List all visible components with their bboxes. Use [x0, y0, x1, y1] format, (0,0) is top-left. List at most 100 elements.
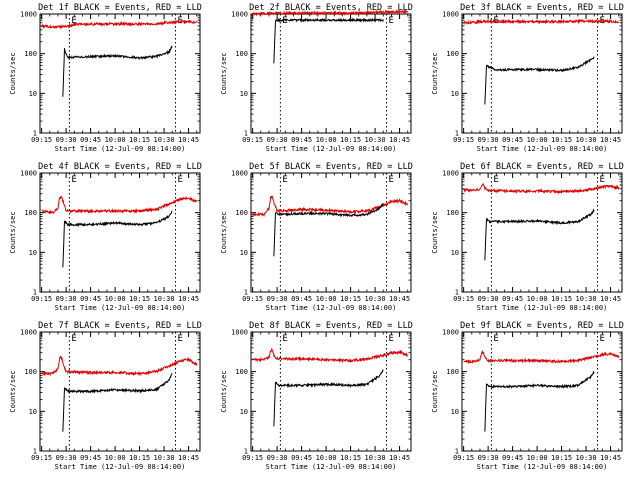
plot-frame — [39, 13, 201, 134]
x-tick-label: 10:45 — [178, 136, 199, 144]
y-tick-label: 1 — [33, 289, 37, 297]
event-marker-label-start: E — [282, 175, 287, 185]
x-tick-label: 10:15 — [129, 295, 150, 303]
x-tick-label: 09:30 — [267, 454, 288, 462]
x-tick-label: 09:30 — [56, 136, 77, 144]
panel-8: Det 8f BLACK = Events, RED = LLD 1 10 100 10… — [220, 321, 413, 471]
x-tick-label: 10:15 — [129, 136, 150, 144]
x-axis-label: Start Time (12-Jul-09 08:14:00) — [477, 304, 608, 312]
x-tick-label: 10:30 — [154, 454, 175, 462]
plot-frame — [461, 13, 623, 134]
x-tick-label: 10:00 — [105, 295, 126, 303]
series-events-line — [273, 17, 384, 64]
x-axis-label: Start Time (12-Jul-09 08:14:00) — [266, 463, 397, 471]
x-tick-label: 10:30 — [365, 454, 386, 462]
x-tick-label: 09:15 — [242, 295, 263, 303]
series-events-line — [62, 210, 173, 268]
y-tick-label: 100 — [446, 50, 459, 58]
x-tick-label: 09:15 — [31, 454, 52, 462]
series-events-line — [273, 368, 384, 427]
x-tick-label: 10:45 — [600, 295, 621, 303]
x-tick-label: 09:15 — [453, 454, 474, 462]
x-tick-label: 09:30 — [478, 136, 499, 144]
x-tick-label: 10:15 — [551, 136, 572, 144]
y-tick-label: 10 — [29, 408, 37, 416]
series-lld-line — [463, 350, 620, 365]
y-tick-label: 1000 — [442, 170, 459, 178]
panel-title: Det 6f BLACK = Events, RED = LLD — [460, 162, 624, 172]
x-tick-label: 09:45 — [502, 454, 523, 462]
y-tick-label: 1000 — [20, 329, 37, 337]
plot-frame — [461, 172, 623, 293]
x-tick-label: 10:30 — [576, 454, 597, 462]
series-events-line — [484, 56, 595, 105]
x-axis-label: Start Time (12-Jul-09 08:14:00) — [55, 463, 186, 471]
panel-title: Det 7f BLACK = Events, RED = LLD — [38, 321, 202, 331]
y-tick-label: 1000 — [231, 170, 248, 178]
y-axis-label: Counts/sec — [9, 52, 17, 94]
series-events-line — [273, 202, 384, 257]
x-tick-label: 09:30 — [478, 454, 499, 462]
event-marker-label-start: E — [493, 175, 498, 185]
y-tick-label: 100 — [235, 368, 248, 376]
x-tick-label: 09:45 — [502, 136, 523, 144]
series-events-line — [62, 44, 173, 97]
x-tick-label: 09:30 — [267, 136, 288, 144]
x-tick-label: 10:15 — [551, 454, 572, 462]
x-axis-label: Start Time (12-Jul-09 08:14:00) — [477, 145, 608, 153]
x-tick-label: 09:30 — [56, 295, 77, 303]
y-tick-label: 100 — [235, 209, 248, 217]
x-tick-label: 09:15 — [31, 295, 52, 303]
x-tick-label: 10:15 — [340, 295, 361, 303]
x-tick-label: 10:45 — [600, 454, 621, 462]
x-tick-label: 10:15 — [340, 454, 361, 462]
y-tick-label: 1 — [244, 130, 248, 138]
panel-4: Det 4f BLACK = Events, RED = LLD 1 10 100 10… — [9, 162, 202, 312]
event-marker-label-start: E — [71, 175, 76, 185]
panel-title: Det 2f BLACK = Events, RED = LLD — [249, 3, 413, 13]
y-axis-label: Counts/sec — [9, 211, 17, 253]
series-lld-line — [41, 355, 198, 377]
y-axis-label: Counts/sec — [220, 52, 228, 94]
plot-frame — [250, 13, 412, 134]
x-tick-label: 10:30 — [154, 295, 175, 303]
x-axis-label: Start Time (12-Jul-09 08:14:00) — [266, 304, 397, 312]
y-tick-label: 100 — [446, 209, 459, 217]
y-tick-label: 10 — [240, 408, 248, 416]
series-events-line — [484, 370, 595, 432]
event-marker-label-start: E — [493, 334, 498, 344]
panel-2: Det 2f BLACK = Events, RED = LLD 1 10 100 10… — [220, 3, 413, 153]
x-tick-label: 10:00 — [316, 454, 337, 462]
event-marker-label-end: E — [600, 175, 605, 185]
x-tick-label: 10:45 — [600, 136, 621, 144]
y-tick-label: 100 — [24, 368, 37, 376]
series-lld-line — [463, 182, 620, 195]
event-marker-label-end: E — [178, 334, 183, 344]
y-tick-label: 1000 — [231, 11, 248, 19]
y-tick-label: 1000 — [442, 11, 459, 19]
series-events-line — [484, 208, 595, 261]
y-tick-label: 1000 — [20, 170, 37, 178]
panel-title: Det 9f BLACK = Events, RED = LLD — [460, 321, 624, 331]
y-axis-label: Counts/sec — [431, 370, 439, 412]
y-tick-label: 1000 — [231, 329, 248, 337]
x-tick-label: 10:45 — [178, 295, 199, 303]
x-tick-label: 10:30 — [576, 136, 597, 144]
panel-title: Det 1f BLACK = Events, RED = LLD — [38, 3, 202, 13]
x-tick-label: 09:15 — [242, 454, 263, 462]
x-tick-label: 09:30 — [478, 295, 499, 303]
series-lld-line — [252, 347, 409, 364]
x-tick-label: 09:45 — [291, 295, 312, 303]
event-marker-label-end: E — [389, 175, 394, 185]
x-tick-label: 09:15 — [453, 136, 474, 144]
y-tick-label: 1 — [33, 448, 37, 456]
event-marker-label-end: E — [600, 334, 605, 344]
y-tick-label: 10 — [451, 249, 459, 257]
y-tick-label: 1 — [33, 130, 37, 138]
x-axis-label: Start Time (12-Jul-09 08:14:00) — [55, 304, 186, 312]
panel-title: Det 5f BLACK = Events, RED = LLD — [249, 162, 413, 172]
x-tick-label: 10:00 — [316, 295, 337, 303]
series-lld-line — [41, 19, 197, 30]
series-events-line — [62, 372, 173, 432]
